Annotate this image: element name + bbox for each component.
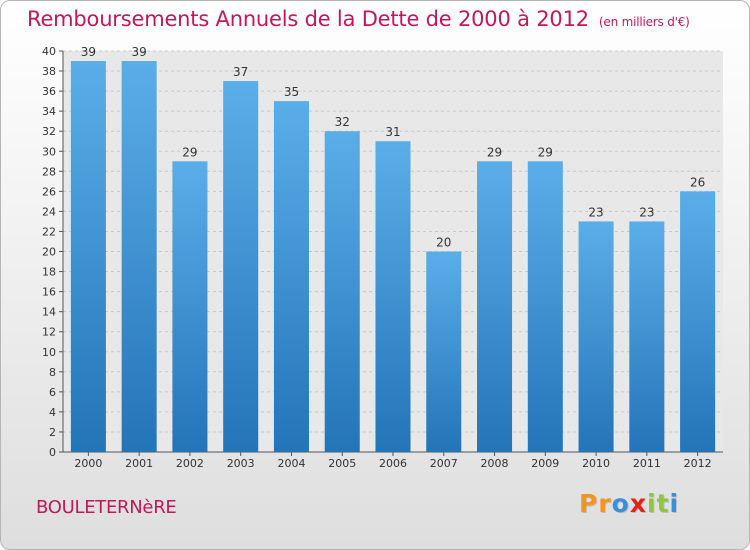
- data-label: 23: [639, 205, 654, 219]
- bar-2006: [375, 141, 411, 452]
- logo-letter: r: [598, 489, 612, 518]
- y-tick-label: 10: [42, 346, 56, 359]
- y-tick-label: 30: [42, 145, 56, 158]
- data-label: 20: [436, 236, 451, 250]
- bar-2003: [223, 81, 259, 452]
- x-tick-label: 2011: [633, 457, 661, 470]
- x-tick-label: 2008: [481, 457, 509, 470]
- y-tick-label: 22: [42, 225, 56, 238]
- chart-subtitle: (en milliers d'€): [598, 15, 690, 29]
- bar-2007: [426, 251, 462, 452]
- logo-letter: x: [629, 489, 647, 518]
- x-tick-label: 2001: [125, 457, 153, 470]
- bar-2000: [70, 61, 106, 453]
- bar-2005: [324, 131, 360, 452]
- bar-2002: [172, 161, 208, 452]
- x-tick-label: 2002: [176, 457, 204, 470]
- data-label: 29: [538, 145, 553, 159]
- x-tick-label: 2000: [74, 457, 102, 470]
- y-tick-label: 32: [42, 125, 56, 138]
- x-tick-label: 2003: [227, 457, 255, 470]
- data-label: 29: [487, 145, 502, 159]
- x-tick-label: 2012: [684, 457, 712, 470]
- y-tick-label: 34: [42, 105, 56, 118]
- data-label: 31: [385, 125, 400, 139]
- y-tick-label: 12: [42, 326, 56, 339]
- y-tick-label: 38: [42, 65, 56, 78]
- logo-letter: P: [579, 489, 599, 518]
- data-label: 23: [588, 205, 603, 219]
- y-tick-label: 8: [49, 366, 56, 379]
- y-tick-label: 20: [42, 246, 56, 259]
- y-tick-label: 0: [49, 446, 56, 459]
- bar-2008: [477, 161, 513, 452]
- data-label: 29: [182, 145, 197, 159]
- y-tick-label: 6: [49, 386, 56, 399]
- y-tick-label: 14: [42, 306, 56, 319]
- data-label: 32: [335, 115, 350, 129]
- logo-letter: o: [611, 489, 630, 518]
- y-tick-label: 18: [42, 266, 56, 279]
- proxiti-logo: Proxiti: [579, 489, 679, 523]
- y-tick-label: 24: [42, 205, 56, 218]
- data-label: 39: [132, 45, 147, 59]
- x-tick-label: 2005: [328, 457, 356, 470]
- logo-letter: i: [647, 489, 657, 518]
- y-tick-label: 40: [42, 45, 56, 58]
- data-label: 26: [690, 175, 705, 189]
- bar-2010: [578, 221, 614, 452]
- chart-title: Remboursements Annuels de la Dette de 20…: [27, 7, 690, 31]
- chart-title-text: Remboursements Annuels de la Dette de 20…: [27, 7, 589, 31]
- data-label: 39: [81, 45, 96, 59]
- y-tick-label: 36: [42, 85, 56, 98]
- y-tick-label: 28: [42, 165, 56, 178]
- y-tick-label: 16: [42, 286, 56, 299]
- logo-letter: i: [669, 489, 680, 518]
- x-tick-label: 2004: [277, 457, 305, 470]
- y-tick-label: 26: [42, 185, 56, 198]
- bar-2011: [629, 221, 665, 452]
- bar-2001: [121, 61, 157, 453]
- data-label: 35: [284, 85, 299, 99]
- x-tick-label: 2009: [531, 457, 559, 470]
- commune-name: BOULETERNèRE: [36, 497, 177, 518]
- bar-2012: [680, 191, 716, 452]
- y-tick-label: 2: [49, 426, 56, 439]
- x-tick-label: 2006: [379, 457, 407, 470]
- bar-2004: [273, 101, 309, 452]
- x-tick-label: 2007: [430, 457, 458, 470]
- y-tick-label: 4: [49, 406, 56, 419]
- bar-2009: [527, 161, 563, 452]
- x-tick-label: 2010: [582, 457, 610, 470]
- logo-letter: t: [656, 489, 670, 518]
- data-label: 37: [233, 65, 248, 79]
